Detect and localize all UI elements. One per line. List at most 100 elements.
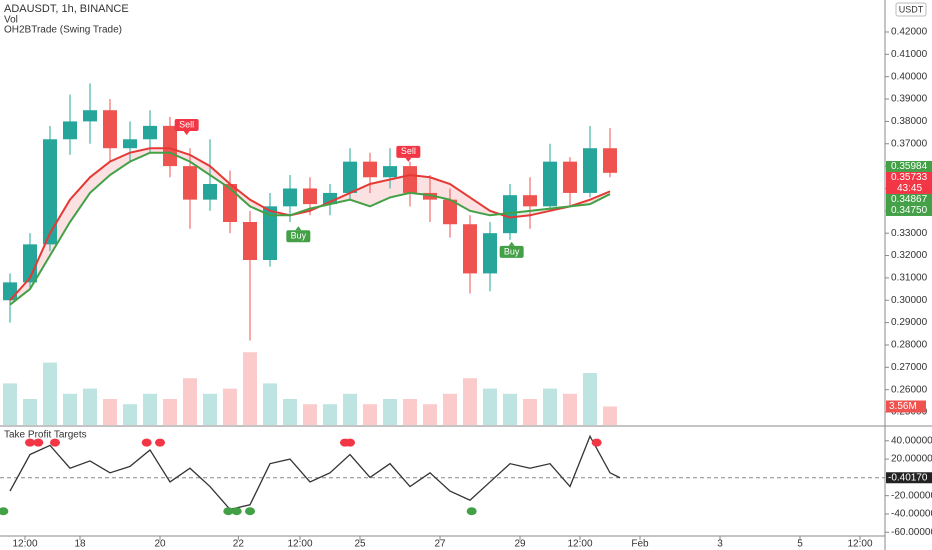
ma-fill	[190, 154, 210, 176]
indicator-name: OH2BTrade (Swing Trade)	[4, 25, 122, 36]
candle-body	[163, 125, 177, 167]
volume-bar	[103, 399, 117, 425]
signal-arrow	[183, 131, 190, 136]
volume-bar	[563, 393, 577, 425]
volume-bar	[203, 393, 217, 425]
last-value-box	[886, 472, 932, 484]
target-marker	[591, 438, 602, 447]
signal-box	[174, 119, 199, 132]
x-tick-label: 25	[354, 539, 366, 550]
candle-body	[63, 121, 77, 140]
y-tick-label: 0.29000	[891, 317, 928, 328]
chart-title: ADAUSDT, 1h, BINANCE	[4, 3, 129, 15]
ma-fill	[450, 183, 470, 211]
volume-bar	[3, 383, 17, 425]
y-tick-label: -20.00000	[891, 490, 932, 501]
countdown-box	[886, 182, 932, 194]
candle-body	[23, 244, 37, 283]
x-tick-label: 12:00	[12, 539, 37, 550]
candle-body	[343, 161, 357, 193]
y-tick-label: 0.42000	[891, 27, 928, 38]
x-tick-label: Feb	[631, 539, 649, 550]
target-marker	[245, 507, 255, 516]
indicator-name: Vol	[4, 15, 18, 26]
candle-body	[483, 233, 497, 274]
candle-body	[3, 282, 17, 301]
y-tick-label: 0.26000	[891, 384, 928, 395]
y-tick-label: 0.28000	[891, 340, 928, 351]
y-tick-label: 40.00000	[891, 435, 932, 446]
x-tick-label: 22	[233, 539, 245, 550]
y-tick-label: 0.32000	[891, 250, 928, 261]
price-label-box	[886, 171, 932, 183]
candle-body	[383, 166, 397, 178]
candle-body	[583, 148, 597, 193]
signal-arrow	[508, 241, 515, 246]
y-tick-label: 0.30000	[891, 295, 928, 306]
volume-bar	[263, 383, 277, 425]
y-tick-label: 0.33000	[891, 228, 928, 239]
currency: USDT	[899, 4, 924, 14]
signal-label: Buy	[291, 231, 307, 241]
x-tick-label: 5	[797, 539, 803, 550]
volume-bar	[463, 378, 477, 425]
signal-label: Buy	[504, 246, 520, 256]
price-label: 0.35733	[891, 172, 928, 183]
countdown: 43:45	[897, 183, 922, 194]
candle-body	[83, 110, 97, 122]
y-tick-label: -40.00000	[891, 509, 932, 520]
target-marker	[345, 438, 355, 447]
last-value: -0.40170	[888, 472, 928, 483]
volume-bar	[603, 406, 617, 425]
x-tick-label: 12:00	[567, 539, 592, 550]
x-tick-label: 20	[154, 539, 166, 550]
volume-bar	[303, 404, 317, 425]
signal-box	[499, 245, 524, 258]
candle-body	[183, 166, 197, 200]
currency-box[interactable]	[895, 2, 927, 17]
x-tick-label: 29	[514, 539, 526, 550]
volume-bar	[123, 404, 137, 425]
signal-label: Sell	[179, 119, 194, 129]
candle-body	[443, 199, 457, 225]
candle-body	[263, 206, 277, 261]
candle-body	[143, 125, 157, 140]
candle-body	[243, 222, 257, 261]
volume-bar	[243, 352, 257, 425]
signal-box	[396, 145, 421, 158]
pane-title: Take Profit Targets	[4, 430, 87, 441]
volume-bar	[503, 393, 517, 425]
candle-body	[103, 110, 117, 149]
price-label-box	[886, 193, 932, 205]
moving-average	[9, 151, 611, 306]
candle-body	[303, 188, 317, 205]
candle-body	[223, 183, 237, 223]
price-label-box	[886, 204, 932, 216]
oscillator-line	[9, 434, 621, 511]
signal-label: Sell	[401, 146, 416, 156]
candle-body	[603, 148, 617, 173]
candle-body	[43, 139, 57, 245]
target-marker	[223, 507, 234, 516]
volume-bar	[343, 393, 357, 425]
ma-fill	[110, 152, 130, 176]
volume-bar	[543, 388, 557, 425]
y-tick-label: 0.40000	[891, 71, 928, 82]
moving-average	[9, 147, 611, 301]
volume-bar	[383, 399, 397, 425]
x-tick-label: 3	[717, 539, 723, 550]
price-label: 0.35984	[891, 161, 928, 172]
candle-body	[363, 161, 377, 178]
price-label: 0.34750	[891, 205, 928, 216]
volume-bar	[163, 399, 177, 425]
target-marker	[155, 438, 165, 447]
signal-arrow	[405, 157, 412, 162]
volume-bar	[583, 373, 597, 425]
y-tick-label: 0.37000	[891, 138, 928, 149]
volume-bar	[23, 399, 37, 425]
y-tick-label: 0.27000	[891, 362, 928, 373]
x-tick-label: 12:00	[847, 539, 872, 550]
volume-bar	[223, 388, 237, 425]
x-tick-label: 18	[74, 539, 86, 550]
